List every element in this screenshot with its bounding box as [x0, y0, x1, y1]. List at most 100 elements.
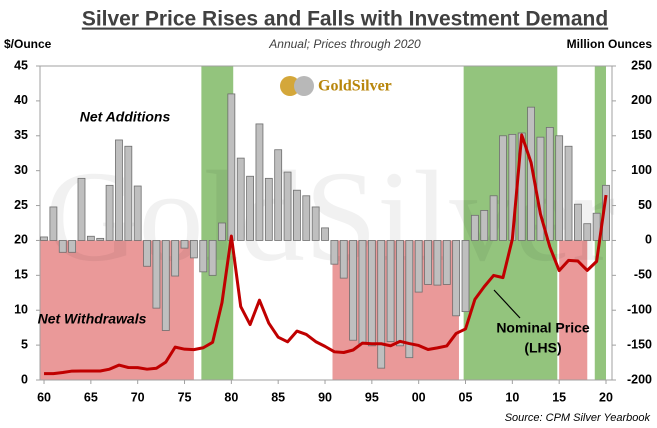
annotation: (LHS): [524, 340, 561, 356]
x-tick-label: 70: [131, 390, 145, 404]
y2-tick-label: 200: [631, 93, 652, 107]
bar: [199, 240, 208, 273]
bar: [124, 145, 133, 241]
x-tick-label: 00: [412, 390, 426, 404]
bar: [358, 240, 367, 345]
bar: [386, 240, 395, 343]
bar: [480, 210, 489, 241]
x-tick-label: 20: [599, 390, 613, 404]
bar: [302, 195, 311, 241]
x-tick-label: 85: [271, 390, 285, 404]
bar: [143, 240, 151, 267]
bar: [96, 237, 105, 241]
subtitle: Annual; Prices through 2020: [268, 37, 421, 51]
y-axis-label: $/Ounce: [4, 37, 52, 51]
bar: [189, 240, 198, 259]
annotation: Net Additions: [80, 109, 171, 125]
source: Source: CPM Silver Yearbook: [505, 412, 651, 424]
bar: [208, 240, 217, 276]
bar: [574, 203, 582, 241]
x-tick-label: 95: [365, 390, 379, 404]
logo: GoldSilver: [318, 78, 392, 95]
bar: [58, 240, 67, 253]
bar: [442, 240, 451, 285]
bar: [339, 240, 348, 279]
x-tick-label: 15: [552, 390, 566, 404]
y-tick-label: 15: [14, 268, 28, 282]
y-tick-label: 35: [14, 128, 28, 142]
logo-coin: [280, 76, 300, 96]
annotation: Net Withdrawals: [38, 311, 147, 327]
y2-tick-label: 250: [631, 58, 652, 72]
x-tick-label: 05: [459, 390, 473, 404]
bar: [377, 240, 386, 369]
bar: [274, 149, 283, 241]
bar: [405, 240, 414, 359]
y2-tick-label: -150: [627, 337, 652, 351]
y-tick-label: 45: [14, 58, 28, 72]
bar: [470, 214, 479, 241]
bar: [293, 189, 301, 241]
bar: [424, 240, 432, 285]
y2-tick-label: -200: [627, 372, 652, 386]
bar: [246, 175, 254, 241]
bar: [105, 184, 114, 241]
bar: [218, 222, 226, 241]
bar: [283, 171, 292, 241]
bar: [321, 227, 329, 241]
y2-tick-label: 150: [631, 128, 652, 142]
chart-title: Silver Price Rises and Falls with Invest…: [82, 8, 608, 31]
y-tick-label: 5: [21, 337, 28, 351]
bar: [77, 177, 86, 241]
bar: [227, 93, 236, 241]
bar: [68, 240, 77, 253]
bar: [499, 135, 507, 241]
logo-coin: [294, 76, 314, 96]
x-tick-label: 80: [224, 390, 238, 404]
bar: [49, 206, 58, 241]
bar: [255, 123, 264, 241]
bar: [180, 240, 189, 249]
x-tick-label: 75: [178, 390, 192, 404]
bar: [264, 177, 273, 241]
y2-tick-label: -100: [627, 303, 652, 317]
bar: [40, 236, 48, 241]
plot-frame: [39, 65, 613, 381]
annotation-arrow: [493, 289, 521, 319]
y-tick-label: 20: [14, 233, 28, 247]
bar: [161, 240, 170, 331]
x-tick-label: 60: [37, 390, 51, 404]
price-line: [44, 133, 608, 376]
bar: [433, 240, 442, 286]
bar: [555, 135, 564, 241]
bar: [236, 157, 245, 241]
y-tick-label: 0: [21, 372, 28, 386]
y2-tick-label: 0: [645, 233, 652, 247]
annotation: Nominal Price: [496, 320, 590, 336]
y-tick-label: 25: [14, 198, 28, 212]
bar: [152, 240, 161, 309]
bar: [311, 206, 320, 241]
bar: [564, 145, 573, 241]
y-tick-label: 40: [14, 93, 28, 107]
x-tick-label: 10: [505, 390, 519, 404]
y2-tick-label: 50: [638, 198, 652, 212]
bar: [115, 139, 123, 241]
bar: [396, 240, 404, 347]
bar: [452, 240, 461, 317]
y2-tick-label: 100: [631, 163, 652, 177]
bar: [86, 235, 95, 241]
bar: [349, 240, 358, 341]
y-tick-label: 10: [14, 303, 28, 317]
bar: [583, 223, 592, 241]
bar: [461, 240, 470, 313]
bar: [133, 185, 142, 241]
bar: [545, 127, 554, 241]
y-tick-label: 30: [14, 163, 28, 177]
bar: [367, 240, 376, 347]
y2-axis-label: Million Ounces: [567, 37, 653, 51]
y2-tick-label: -50: [634, 268, 652, 282]
bar: [489, 195, 498, 241]
bar: [330, 240, 339, 265]
